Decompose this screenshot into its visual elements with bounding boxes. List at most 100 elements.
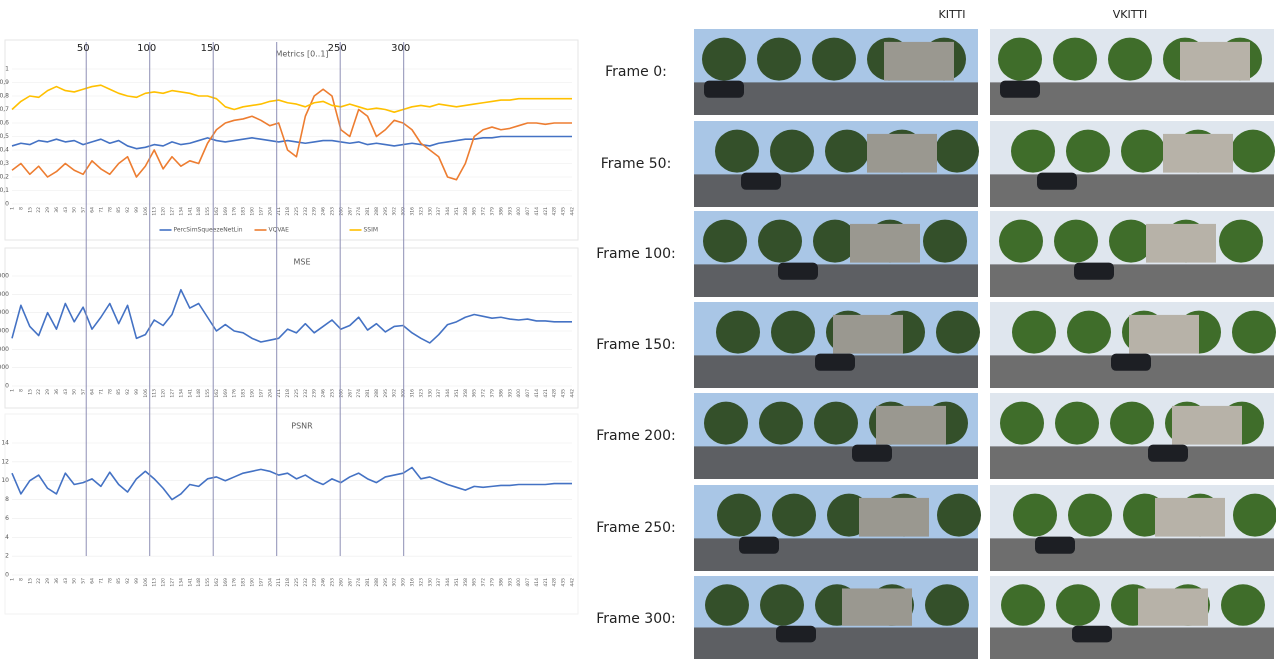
x-tick-label: 99 — [134, 389, 140, 395]
x-tick-label: 239 — [312, 578, 318, 587]
image-road — [990, 627, 1274, 659]
image-building — [876, 406, 946, 445]
x-tick-label: 71 — [98, 578, 104, 584]
x-tick-label: 57 — [81, 207, 87, 213]
x-tick-label: 239 — [312, 207, 318, 216]
y-tick-label: 10000 — [0, 291, 9, 298]
y-tick-label: 0,2 — [0, 174, 9, 181]
y-tick-label: 1 — [5, 66, 9, 73]
x-tick-label: 176 — [232, 389, 238, 398]
x-tick-label: 85 — [116, 207, 122, 213]
x-tick-label: 351 — [454, 207, 460, 216]
frame-marker-label: 50 — [77, 43, 90, 54]
image-building — [867, 134, 937, 173]
x-tick-label: 407 — [525, 389, 531, 398]
row-label: Frame 50: — [601, 156, 672, 172]
x-tick-label: 162 — [214, 389, 220, 398]
y-tick-label: 6000 — [0, 328, 9, 335]
x-tick-label: 57 — [81, 578, 87, 584]
x-tick-label: 64 — [90, 389, 96, 395]
x-tick-label: 435 — [561, 207, 567, 216]
x-tick-label: 197 — [258, 389, 264, 398]
y-tick-label: 0,8 — [0, 93, 9, 100]
x-tick-label: 99 — [134, 207, 140, 213]
image-car — [1072, 626, 1112, 643]
x-tick-label: 120 — [161, 389, 167, 398]
x-tick-label: 92 — [125, 578, 131, 584]
x-tick-label: 344 — [445, 578, 451, 587]
image-tree — [716, 311, 760, 354]
image-road — [990, 538, 1274, 571]
x-tick-label: 183 — [241, 389, 247, 398]
frame-marker-label: 150 — [201, 43, 220, 54]
image-tree — [1011, 130, 1055, 173]
image-tree — [1001, 584, 1045, 626]
image-tree — [1055, 402, 1099, 445]
x-tick-label: 1 — [10, 207, 16, 210]
x-tick-label: 71 — [98, 389, 104, 395]
y-tick-label: 0,7 — [0, 106, 9, 113]
x-tick-label: 302 — [392, 389, 398, 398]
image-building — [850, 224, 920, 263]
row-label: Frame 200: — [596, 428, 676, 444]
x-tick-label: 407 — [525, 578, 531, 587]
x-tick-label: 386 — [498, 389, 504, 398]
image-tree — [1110, 402, 1154, 445]
image-tree — [1121, 130, 1165, 173]
x-tick-label: 358 — [463, 578, 469, 587]
y-tick-label: 2 — [5, 553, 9, 560]
image-tree — [757, 38, 801, 81]
x-tick-label: 176 — [232, 578, 238, 587]
image-car — [778, 263, 818, 280]
image-building — [884, 42, 954, 81]
y-tick-label: 0,1 — [0, 187, 9, 194]
image-tree — [812, 38, 856, 81]
x-tick-label: 134 — [178, 578, 184, 587]
x-tick-label: 134 — [178, 389, 184, 398]
image-car — [1037, 173, 1077, 190]
image-tree — [814, 402, 858, 445]
x-tick-label: 232 — [303, 578, 309, 587]
image-tree — [1000, 402, 1044, 445]
y-tick-label: 12000 — [0, 273, 9, 280]
image-tree — [936, 311, 980, 354]
x-tick-label: 344 — [445, 207, 451, 216]
image — [990, 302, 1276, 388]
x-tick-label: 225 — [294, 389, 300, 398]
image-tree — [759, 402, 803, 445]
x-tick-label: 120 — [161, 207, 167, 216]
x-tick-label: 204 — [267, 578, 273, 587]
x-tick-label: 302 — [392, 578, 398, 587]
y-tick-label: 0 — [5, 383, 9, 390]
x-tick-label: 29 — [45, 578, 51, 584]
x-tick-label: 148 — [196, 578, 202, 587]
x-tick-label: 344 — [445, 389, 451, 398]
x-tick-label: 64 — [90, 578, 96, 584]
x-tick-label: 400 — [516, 389, 522, 398]
image-tree — [923, 220, 967, 263]
image-tree — [1012, 311, 1056, 354]
series-line — [12, 85, 572, 112]
image-tree — [715, 130, 759, 173]
x-tick-label: 85 — [116, 389, 122, 395]
x-tick-label: 442 — [570, 578, 576, 587]
x-tick-label: 379 — [490, 389, 496, 398]
image-building — [1172, 406, 1242, 445]
image-tree — [999, 220, 1043, 263]
image-car — [815, 354, 855, 371]
x-tick-label: 435 — [561, 578, 567, 587]
x-tick-label: 428 — [552, 389, 558, 398]
image-road — [694, 538, 978, 571]
image-tree — [998, 38, 1042, 81]
image-road — [990, 174, 1274, 207]
x-tick-label: 162 — [214, 578, 220, 587]
image-building — [1138, 588, 1208, 625]
image — [694, 302, 980, 388]
x-tick-label: 400 — [516, 578, 522, 587]
x-tick-label: 323 — [418, 389, 424, 398]
image-tree — [1221, 584, 1265, 626]
x-tick-label: 15 — [27, 207, 33, 213]
x-tick-label: 190 — [250, 207, 256, 216]
legend-label: SSIM — [364, 227, 379, 234]
x-tick-label: 50 — [72, 389, 78, 395]
